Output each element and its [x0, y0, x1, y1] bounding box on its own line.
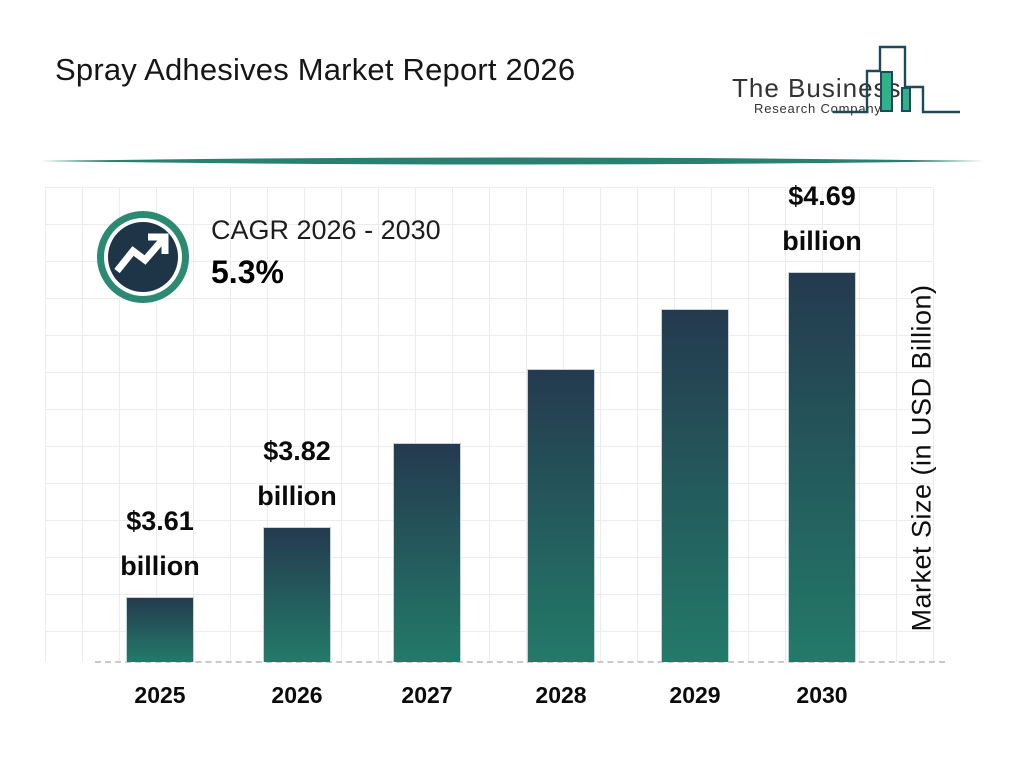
x-axis-baseline	[95, 661, 945, 663]
x-axis-label-2025: 2025	[134, 682, 186, 708]
bar-value-line2: billion	[782, 226, 862, 256]
trending-up-icon	[97, 211, 189, 303]
bar-value-line1: $3.61	[126, 506, 194, 536]
bar-value-label: $4.69 billion	[732, 174, 912, 264]
page-title: Spray Adhesives Market Report 2026	[55, 52, 576, 87]
cagr-value: 5.3%	[211, 254, 284, 290]
y-axis-title: Market Size (in USD Billion)	[906, 284, 937, 632]
bar-value-label: $3.61 billion	[70, 499, 250, 589]
logo-text-primary: The Business	[732, 73, 902, 103]
bar-2030	[788, 272, 856, 662]
bar-2027	[393, 443, 461, 662]
bar-value-line1: $4.69	[788, 181, 856, 211]
cagr-callout: CAGR 2026 - 2030 5.3%	[211, 215, 441, 291]
chart-gridlines	[45, 187, 934, 662]
bar-2026	[263, 527, 331, 662]
bar-2025	[126, 597, 194, 662]
bar-value-line2: billion	[120, 551, 200, 581]
x-axis-label-2028: 2028	[535, 682, 587, 708]
x-axis-label-2027: 2027	[401, 682, 453, 708]
x-axis-label-2026: 2026	[271, 682, 323, 708]
divider-shape	[40, 157, 984, 165]
x-axis-label-2029: 2029	[669, 682, 721, 708]
logo-bars-icon	[833, 45, 960, 114]
bar-value-line2: billion	[257, 481, 337, 511]
bar-value-line1: $3.82	[263, 436, 331, 466]
cagr-range-label: CAGR 2026 - 2030	[211, 215, 441, 245]
bar-2028	[527, 369, 595, 662]
company-logo: The Business Research Company	[732, 45, 960, 116]
bar-2029	[661, 309, 729, 662]
x-axis-label-2030: 2030	[796, 682, 848, 708]
divider-line	[40, 157, 984, 165]
bar-value-label: $3.82 billion	[207, 429, 387, 519]
logo-text-secondary: Research Company	[754, 101, 882, 116]
